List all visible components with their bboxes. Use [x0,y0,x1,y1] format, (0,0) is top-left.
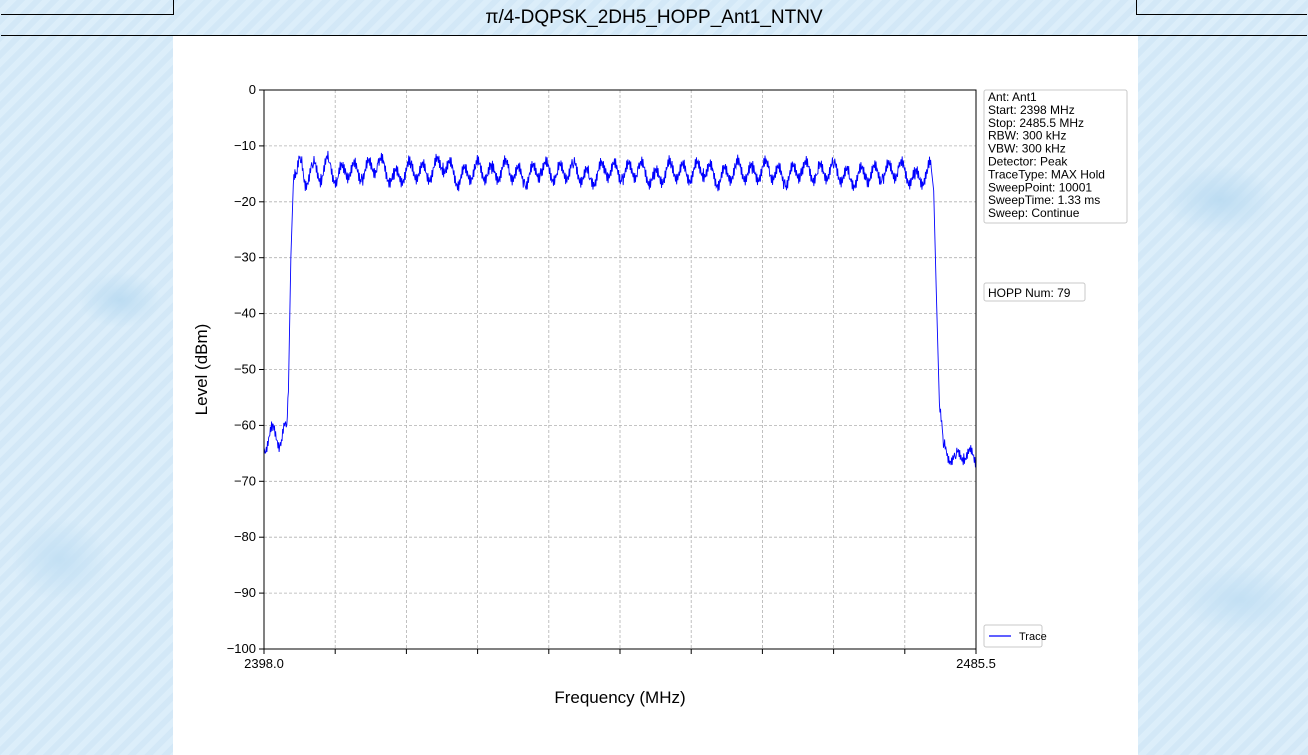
y-tick-label: 0 [249,82,256,97]
y-tick-label: −40 [234,306,256,321]
x-axis-label: Frequency (MHz) [554,688,685,707]
info-box-line: Start: 2398 MHz [988,103,1075,117]
y-axis-label: Level (dBm) [192,324,211,416]
info-box-line: SweepPoint: 10001 [988,180,1092,194]
y-tick-label: −70 [234,473,256,488]
trace-line [263,150,977,468]
y-tick-label: −50 [234,362,256,377]
y-tick-label: −10 [234,138,256,153]
info-box-line: SweepTime: 1.33 ms [988,193,1100,207]
title-corner-right [1136,0,1307,15]
info-box-line: Sweep: Continue [988,206,1080,220]
title-bar: π/4-DQPSK_2DH5_HOPP_Ant1_NTNV [1,0,1307,36]
info-box-line: Stop: 2485.5 MHz [988,116,1084,130]
hopp-label: HOPP Num: 79 [988,286,1071,300]
info-box-line: TraceType: MAX Hold [988,167,1105,181]
title-corner-left [1,0,174,15]
spectrum-chart: 0−10−20−30−40−50−60−70−80−90−100 2398.0 2… [192,82,1128,707]
hopp-box: HOPP Num: 79 [983,282,1086,302]
hopp-box-frame [983,282,1086,302]
info-box-line: Ant: Ant1 [988,90,1037,104]
plot-border [263,89,977,650]
grid-lines [264,89,976,650]
chart-panel: 0 −10 −20 −30 −40 −50 −60 −70 −80 −90 −100 2398.0 2… [173,36,1138,755]
page-title: π/4-DQPSK_2DH5_HOPP_Ant1_NTNV [485,7,823,28]
y-ticks: 0 −10 −20 −30 −40 −50 −60 −70 −80 −90 −100 [227,82,264,656]
y-tick-label: −20 [234,194,256,209]
x-tick-label: 2485.5 [956,656,996,671]
info-box-line: VBW: 300 kHz [988,142,1066,156]
y-tick-label: −100 [227,641,256,656]
y-tick-label: −80 [234,529,256,544]
info-box-line: RBW: 300 kHz [988,129,1066,143]
y-tick-label: −90 [234,585,256,600]
legend-label: Trace [1019,631,1047,643]
x-ticks: 2398.0 2485.5 [244,649,996,671]
legend-frame [983,624,1043,648]
x-tick-label: 2398.0 [244,656,284,671]
legend: Trace [983,624,1047,648]
info-box-line: Detector: Peak [988,155,1068,169]
y-tick-label: −60 [234,417,256,432]
y-tick-label: −30 [234,250,256,265]
info-box-frame [983,89,1128,224]
